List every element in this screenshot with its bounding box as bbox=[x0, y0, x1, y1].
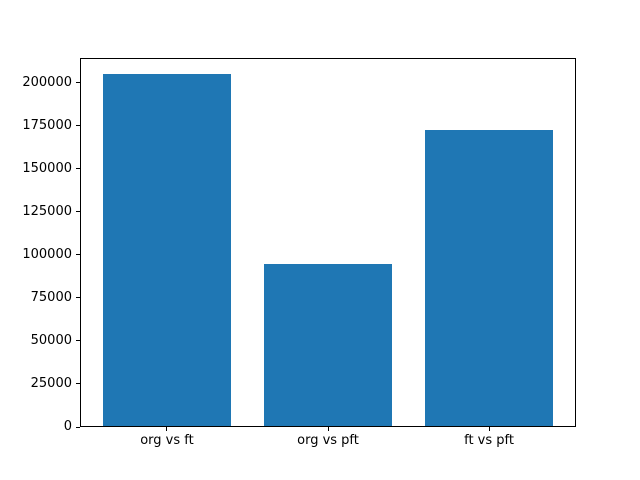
x-tick-label: ft vs pft bbox=[464, 433, 514, 448]
y-tick-label: 200000 bbox=[22, 74, 72, 90]
y-tick-label: 100000 bbox=[22, 246, 72, 262]
y-tick-mark bbox=[76, 426, 80, 428]
bar bbox=[263, 263, 393, 427]
x-tick-mark bbox=[327, 427, 329, 431]
y-tick-mark bbox=[76, 168, 80, 170]
plot-area bbox=[80, 58, 576, 427]
x-tick-mark bbox=[488, 427, 490, 431]
y-tick-mark bbox=[76, 125, 80, 127]
y-tick-label: 150000 bbox=[22, 160, 72, 176]
x-tick-mark bbox=[166, 427, 168, 431]
x-tick-label: org vs pft bbox=[297, 433, 359, 448]
bar bbox=[424, 130, 554, 427]
y-tick-label: 125000 bbox=[22, 203, 72, 219]
y-tick-label: 175000 bbox=[22, 117, 72, 133]
y-tick-mark bbox=[76, 211, 80, 213]
bar bbox=[102, 74, 232, 427]
x-tick-label: org vs ft bbox=[140, 433, 194, 448]
y-tick-label: 0 bbox=[63, 419, 72, 434]
y-tick-mark bbox=[76, 383, 80, 385]
y-tick-mark bbox=[76, 340, 80, 342]
y-tick-label: 75000 bbox=[30, 289, 72, 305]
y-tick-mark bbox=[76, 82, 80, 84]
y-tick-label: 25000 bbox=[30, 375, 72, 391]
y-tick-mark bbox=[76, 297, 80, 299]
y-tick-mark bbox=[76, 254, 80, 256]
y-tick-label: 50000 bbox=[30, 332, 72, 348]
